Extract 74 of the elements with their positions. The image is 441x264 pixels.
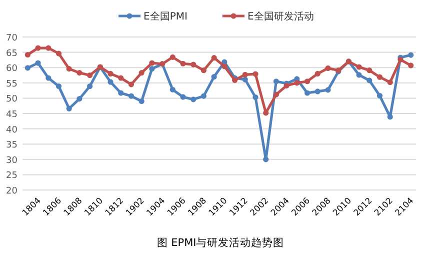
y-tick-label: 50 <box>6 94 18 105</box>
point <box>366 68 372 74</box>
point <box>190 96 196 102</box>
point <box>263 156 269 162</box>
point <box>128 82 134 88</box>
point <box>24 52 30 58</box>
point <box>408 62 414 68</box>
point <box>87 83 93 90</box>
point <box>242 76 248 82</box>
point <box>76 70 82 76</box>
point <box>387 114 393 120</box>
point <box>108 79 114 85</box>
point <box>376 74 383 80</box>
point <box>118 75 124 81</box>
point <box>149 60 155 66</box>
point <box>314 88 320 94</box>
point <box>149 66 155 72</box>
point <box>211 74 217 80</box>
point <box>170 54 176 60</box>
point <box>325 87 331 93</box>
y-tick-label: 60 <box>6 64 18 74</box>
point <box>200 93 207 99</box>
y-tick-label: 30 <box>6 156 18 166</box>
point <box>138 70 144 76</box>
point <box>252 94 258 100</box>
point <box>56 50 62 56</box>
point <box>66 66 72 72</box>
point <box>356 64 362 70</box>
point <box>170 86 176 92</box>
point <box>294 80 300 86</box>
point <box>87 72 93 78</box>
point <box>190 62 196 68</box>
point <box>180 94 186 100</box>
point <box>56 83 62 90</box>
y-tick-label: 55 <box>6 79 18 90</box>
point <box>76 96 82 102</box>
point <box>200 68 207 74</box>
point <box>24 65 30 71</box>
point <box>408 52 414 58</box>
y-tick-label: 70 <box>6 34 18 44</box>
point <box>304 90 310 96</box>
point <box>35 45 41 51</box>
legend-label: E全国PMI <box>144 10 188 22</box>
point <box>366 78 372 84</box>
point <box>222 64 228 70</box>
y-tick-label: 45 <box>6 110 18 120</box>
legend-label: E全国研发活动 <box>248 10 314 22</box>
point <box>138 98 144 104</box>
point <box>376 92 383 99</box>
point <box>128 93 134 99</box>
point <box>304 78 310 84</box>
point <box>108 70 114 77</box>
point <box>118 90 124 96</box>
text: 图 EPMI与研发活动趋势图 <box>156 236 284 249</box>
y-tick-label: 35 <box>6 140 18 151</box>
point <box>180 60 186 66</box>
y-tick-label: 20 <box>6 186 18 196</box>
y-tick-label: 65 <box>6 48 18 59</box>
point <box>356 72 362 78</box>
point <box>35 60 41 66</box>
point <box>325 65 331 72</box>
point <box>273 92 280 98</box>
point <box>46 75 52 81</box>
point <box>46 45 52 51</box>
point <box>273 78 280 84</box>
point <box>387 79 393 86</box>
point <box>314 70 320 77</box>
point <box>252 71 258 77</box>
point <box>66 106 72 112</box>
point <box>211 55 217 61</box>
point <box>263 110 269 116</box>
point <box>242 72 248 78</box>
y-tick-label: 25 <box>6 171 18 182</box>
y-tick-label: 40 <box>6 125 18 136</box>
